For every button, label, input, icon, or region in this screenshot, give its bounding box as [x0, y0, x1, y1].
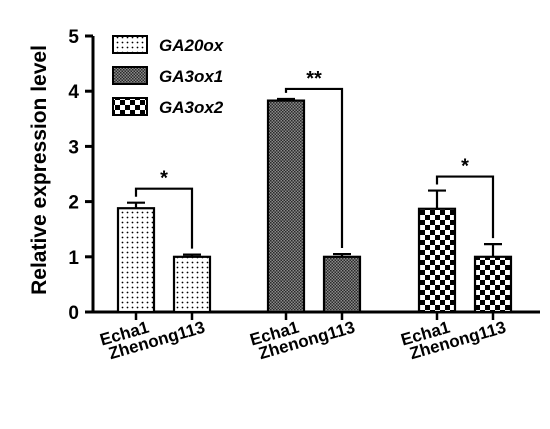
y-tick-label: 5 [68, 27, 79, 48]
significance-bracket [284, 87, 344, 249]
y-tick-label: 3 [68, 137, 79, 158]
y-tick-label: 2 [68, 193, 79, 214]
bar-GA3ox2-Echa1 [417, 207, 457, 314]
legend-swatch-GA3ox2 [112, 97, 148, 116]
legend-label-GA20ox: GA20ox [159, 36, 225, 55]
significance-label: ** [306, 68, 322, 90]
significance-bracket [134, 187, 194, 249]
bar-GA3ox1-Echa1 [266, 99, 306, 314]
bar-GA20ox-Zhenong113 [172, 255, 212, 314]
y-tick-label: 4 [68, 82, 79, 103]
bar-GA20ox-Echa1 [116, 207, 156, 314]
significance-label: * [160, 168, 168, 190]
legend-label-GA3ox1: GA3ox1 [159, 67, 223, 86]
bar-GA3ox2-Zhenong113 [473, 255, 513, 314]
significance-label: * [461, 156, 469, 178]
y-tick-label: 0 [68, 303, 79, 324]
y-tick-label: 1 [68, 248, 79, 269]
plot-area: 012345Echa1Zhenong113*Echa1Zhenong113**E… [68, 27, 540, 363]
legend-swatch-GA20ox [112, 35, 148, 54]
legend-label-GA3ox2: GA3ox2 [159, 98, 224, 117]
significance-bracket [435, 175, 495, 239]
y-axis-label: Relative expression level [28, 45, 51, 295]
legend-swatch-GA3ox1 [112, 66, 148, 85]
bar-GA3ox1-Zhenong113 [322, 255, 362, 314]
